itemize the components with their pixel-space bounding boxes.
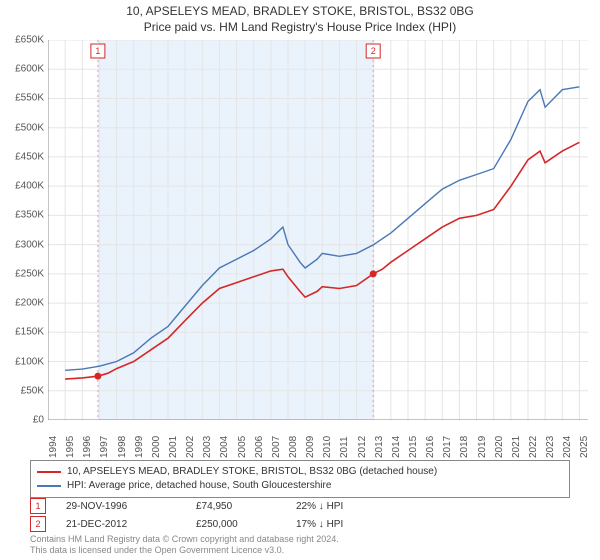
legend-row-2: HPI: Average price, detached house, Sout… xyxy=(37,479,563,493)
y-tick-label: £650K xyxy=(15,35,44,46)
x-tick-label: 2004 xyxy=(219,436,230,458)
y-tick-label: £350K xyxy=(15,210,44,221)
x-tick-label: 2018 xyxy=(459,436,470,458)
y-tick-label: £600K xyxy=(15,64,44,75)
sale-marker-icon: 2 xyxy=(30,516,46,532)
x-tick-label: 2016 xyxy=(425,436,436,458)
x-tick-label: 2020 xyxy=(494,436,505,458)
y-tick-label: £50K xyxy=(21,385,44,396)
legend-swatch-2 xyxy=(37,485,61,487)
chart-container: 10, APSELEYS MEAD, BRADLEY STOKE, BRISTO… xyxy=(0,0,600,560)
y-axis-labels: £0£50K£100K£150K£200K£250K£300K£350K£400… xyxy=(0,40,46,420)
x-tick-label: 2009 xyxy=(305,436,316,458)
x-tick-label: 1995 xyxy=(65,436,76,458)
sale-row: 2 21-DEC-2012 £250,000 17% ↓ HPI xyxy=(30,516,570,532)
x-tick-label: 2003 xyxy=(202,436,213,458)
y-tick-label: £100K xyxy=(15,356,44,367)
sale-date: 29-NOV-1996 xyxy=(66,501,176,512)
y-tick-label: £0 xyxy=(33,415,44,426)
y-tick-label: £400K xyxy=(15,181,44,192)
sale-pct: 22% ↓ HPI xyxy=(296,501,396,512)
title-line-1: 10, APSELEYS MEAD, BRADLEY STOKE, BRISTO… xyxy=(0,4,600,20)
svg-text:2: 2 xyxy=(371,46,376,56)
y-tick-label: £200K xyxy=(15,298,44,309)
chart-area: 12 xyxy=(48,40,588,420)
y-tick-label: £450K xyxy=(15,151,44,162)
sale-marker-icon: 1 xyxy=(30,498,46,514)
x-tick-label: 2023 xyxy=(545,436,556,458)
x-axis-labels: 1994199519961997199819992000200120022003… xyxy=(48,422,588,452)
x-tick-label: 1998 xyxy=(117,436,128,458)
sale-date: 21-DEC-2012 xyxy=(66,519,176,530)
x-tick-label: 2008 xyxy=(288,436,299,458)
legend-swatch-1 xyxy=(37,471,61,473)
legend-label-1: 10, APSELEYS MEAD, BRADLEY STOKE, BRISTO… xyxy=(67,465,437,479)
x-tick-label: 2021 xyxy=(511,436,522,458)
legend: 10, APSELEYS MEAD, BRADLEY STOKE, BRISTO… xyxy=(30,460,570,498)
sale-row: 1 29-NOV-1996 £74,950 22% ↓ HPI xyxy=(30,498,570,514)
sale-price: £250,000 xyxy=(196,519,276,530)
sale-pct: 17% ↓ HPI xyxy=(296,519,396,530)
x-tick-label: 2015 xyxy=(408,436,419,458)
y-tick-label: £150K xyxy=(15,327,44,338)
footer-line-2: This data is licensed under the Open Gov… xyxy=(30,545,570,556)
x-tick-label: 2013 xyxy=(374,436,385,458)
x-tick-label: 2019 xyxy=(477,436,488,458)
x-tick-label: 2007 xyxy=(271,436,282,458)
x-tick-label: 2011 xyxy=(339,436,350,458)
x-tick-label: 2014 xyxy=(391,436,402,458)
title-line-2: Price paid vs. HM Land Registry's House … xyxy=(0,20,600,36)
x-tick-label: 2002 xyxy=(185,436,196,458)
x-tick-label: 2005 xyxy=(237,436,248,458)
x-tick-label: 2012 xyxy=(357,436,368,458)
plot-svg: 12 xyxy=(48,40,588,420)
y-tick-label: £250K xyxy=(15,268,44,279)
x-tick-label: 1997 xyxy=(99,436,110,458)
x-tick-label: 2017 xyxy=(442,436,453,458)
sale-price: £74,950 xyxy=(196,501,276,512)
x-tick-label: 2024 xyxy=(562,436,573,458)
x-tick-label: 2022 xyxy=(528,436,539,458)
y-tick-label: £300K xyxy=(15,239,44,250)
svg-text:1: 1 xyxy=(95,46,100,56)
legend-row-1: 10, APSELEYS MEAD, BRADLEY STOKE, BRISTO… xyxy=(37,465,563,479)
y-tick-label: £550K xyxy=(15,93,44,104)
x-tick-label: 2001 xyxy=(168,436,179,458)
chart-title: 10, APSELEYS MEAD, BRADLEY STOKE, BRISTO… xyxy=(0,0,600,35)
x-tick-label: 1996 xyxy=(82,436,93,458)
y-tick-label: £500K xyxy=(15,122,44,133)
x-tick-label: 1999 xyxy=(134,436,145,458)
legend-label-2: HPI: Average price, detached house, Sout… xyxy=(67,479,331,493)
footer-line-1: Contains HM Land Registry data © Crown c… xyxy=(30,534,570,545)
x-tick-label: 2006 xyxy=(254,436,265,458)
footer: Contains HM Land Registry data © Crown c… xyxy=(30,534,570,556)
x-tick-label: 1994 xyxy=(48,436,59,458)
x-tick-label: 2025 xyxy=(579,436,590,458)
x-tick-label: 2000 xyxy=(151,436,162,458)
sales-list: 1 29-NOV-1996 £74,950 22% ↓ HPI 2 21-DEC-2012… xyxy=(30,498,570,534)
x-tick-label: 2010 xyxy=(322,436,333,458)
